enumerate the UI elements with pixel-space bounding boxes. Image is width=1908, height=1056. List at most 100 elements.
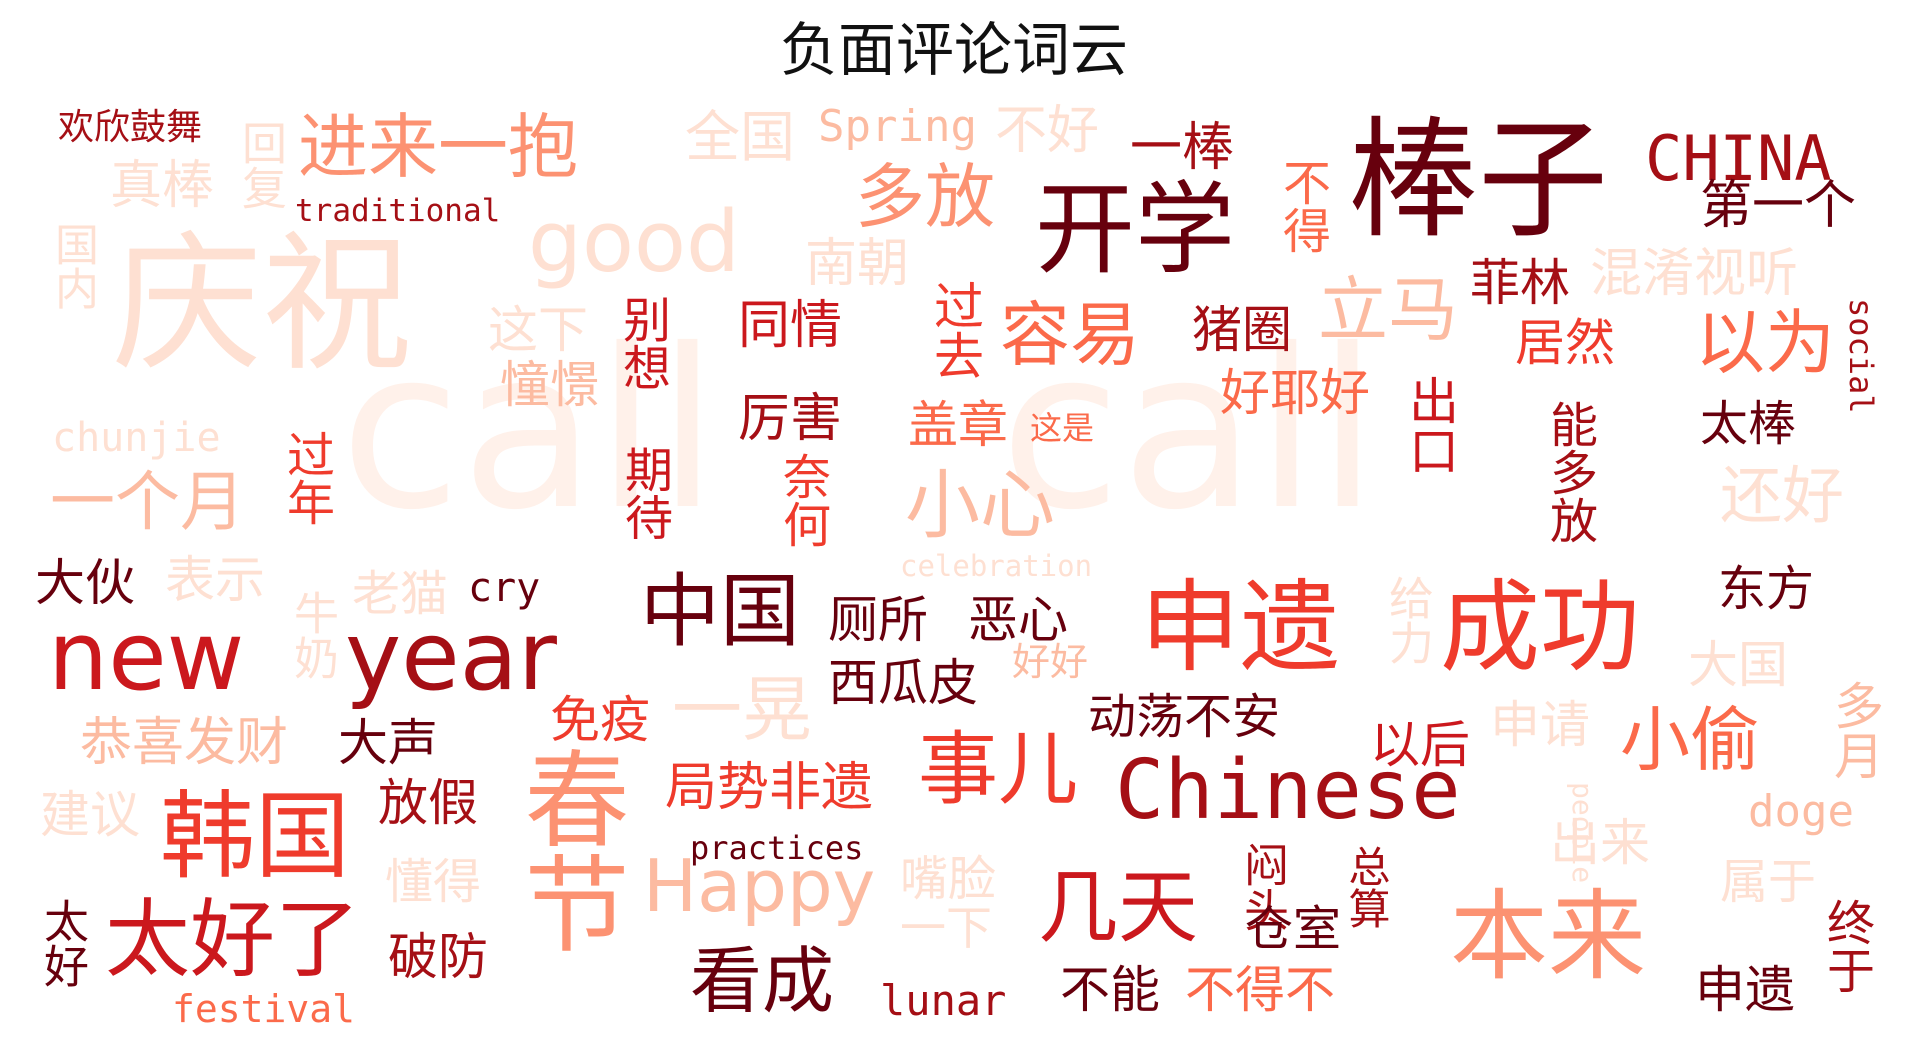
cloud-word: 中国 <box>640 565 800 658</box>
cloud-word: 别想 <box>614 295 670 391</box>
cloud-word: 出来 <box>1550 814 1650 872</box>
cloud-word: 一棒 <box>1130 118 1235 178</box>
cloud-word: 看成 <box>690 939 835 1023</box>
cloud-word: 恭喜发财 <box>80 713 289 773</box>
wordcloud-title: 负面评论词云 <box>779 16 1128 84</box>
cloud-word: 国内 <box>47 222 98 310</box>
cloud-word: 恶心 <box>968 591 1068 649</box>
cloud-word: 盖章 <box>908 396 1008 454</box>
cloud-word: 给力 <box>1381 575 1434 665</box>
cloud-word: 一个月 <box>50 465 246 540</box>
cloud-word: 进来一抱 <box>298 106 578 188</box>
cloud-word: Happy <box>643 844 876 928</box>
cloud-word: 出口 <box>1401 375 1459 475</box>
cloud-word: 第一个 <box>1700 176 1857 236</box>
cloud-word: doge <box>1748 786 1854 837</box>
cloud-word: good <box>528 193 740 292</box>
cloud-word: 懂得 <box>385 854 482 910</box>
cloud-word: 总算 <box>1342 845 1391 929</box>
cloud-word: call <box>340 302 719 558</box>
cloud-word: Chinese <box>1115 743 1461 838</box>
cloud-word: 建议 <box>40 786 140 844</box>
cloud-word: 东方 <box>1718 561 1815 617</box>
cloud-word: 回复 <box>234 120 287 210</box>
cloud-word: 本来 <box>1450 880 1647 994</box>
cloud-word: 太好了 <box>105 891 361 990</box>
cloud-word: 居然 <box>1515 314 1615 372</box>
cloud-word: celebration <box>900 549 1093 583</box>
cloud-word: 不能 <box>1060 961 1160 1019</box>
cloud-word: traditional <box>295 193 501 229</box>
cloud-word: 棒子 <box>1348 104 1609 256</box>
cloud-word: 不得 <box>1274 158 1330 254</box>
cloud-word: 猪圈 <box>1192 301 1292 359</box>
cloud-word: 多月 <box>1826 680 1884 780</box>
cloud-word: 能多放 <box>1541 400 1597 544</box>
cloud-word: 大国 <box>1688 636 1788 694</box>
cloud-word: practices <box>690 829 864 867</box>
cloud-word: 一下 <box>900 901 992 955</box>
cloud-word: 同情 <box>738 296 843 356</box>
cloud-word: 嘴脸 <box>900 851 997 907</box>
cloud-word: people <box>1566 782 1599 884</box>
cloud-word: 放假 <box>378 774 478 832</box>
cloud-word: 庆祝 <box>112 218 413 392</box>
cloud-word: 破防 <box>388 928 488 986</box>
cloud-word: CHINA <box>1645 122 1832 195</box>
cloud-word: 全国 <box>685 105 796 169</box>
cloud-word: new <box>48 602 245 712</box>
cloud-word: 牛奶 <box>286 590 339 680</box>
cloud-word: cry <box>468 565 541 611</box>
cloud-word: 事儿 <box>918 723 1078 816</box>
cloud-word: 奈何 <box>774 452 830 548</box>
cloud-word: 以为 <box>1695 302 1835 384</box>
cloud-word: 终于 <box>1818 898 1874 994</box>
cloud-word: 期待 <box>616 445 672 541</box>
cloud-word: 欢欣鼓舞 <box>58 107 203 148</box>
cloud-word: lunar <box>880 976 1007 1025</box>
cloud-word: chunjie <box>52 415 221 461</box>
cloud-word: 容易 <box>1000 294 1140 376</box>
cloud-word: 混淆视听 <box>1590 244 1799 304</box>
cloud-word: 这是 <box>1030 409 1095 447</box>
cloud-word: 韩国 <box>160 782 351 892</box>
cloud-word: 一晃 <box>672 669 812 751</box>
cloud-word: 不好 <box>995 101 1100 161</box>
cloud-word: 多放 <box>855 156 995 238</box>
cloud-word: 西瓜皮 <box>828 654 978 712</box>
cloud-word: 过年 <box>278 430 334 526</box>
cloud-word: 仓室 <box>1245 901 1342 957</box>
cloud-word: festival <box>172 987 356 1031</box>
cloud-word: 成功 <box>1440 569 1640 686</box>
cloud-word: social <box>1842 298 1880 414</box>
cloud-word: 表示 <box>165 551 265 609</box>
cloud-word: 还好 <box>1720 459 1845 532</box>
cloud-word: 开学 <box>1035 171 1235 288</box>
cloud-word: 太好 <box>36 898 89 988</box>
cloud-word: 好好 <box>1012 640 1089 684</box>
cloud-word: 大声 <box>338 714 438 772</box>
cloud-word: 过去 <box>926 280 984 380</box>
cloud-word: 免疫 <box>550 691 650 749</box>
cloud-word: 申遗 <box>1695 961 1795 1019</box>
cloud-word: 闷头 <box>1236 842 1289 932</box>
cloud-word: 这下 <box>488 301 588 359</box>
cloud-word: 好耶好 <box>1220 364 1370 422</box>
cloud-word: 憧憬 <box>500 356 600 414</box>
cloud-word: 南朝 <box>805 234 910 294</box>
cloud-word: 属于 <box>1720 854 1817 910</box>
cloud-word: 以后 <box>1370 716 1470 774</box>
cloud-word: 真棒 <box>110 156 215 216</box>
cloud-word: 太棒 <box>1700 396 1797 452</box>
cloud-word: year <box>345 602 557 712</box>
cloud-word: 小心 <box>905 461 1056 549</box>
cloud-word: 厉害 <box>738 389 843 449</box>
cloud-word: 局势非遗 <box>665 758 874 818</box>
cloud-word: 老猫 <box>352 566 449 622</box>
cloud-word: 动荡不安 <box>1088 689 1281 745</box>
cloud-word: 春节 <box>507 745 629 955</box>
cloud-word: 立马 <box>1318 269 1458 351</box>
cloud-word: Spring <box>818 101 977 152</box>
cloud-word: 小偷 <box>1620 699 1760 781</box>
